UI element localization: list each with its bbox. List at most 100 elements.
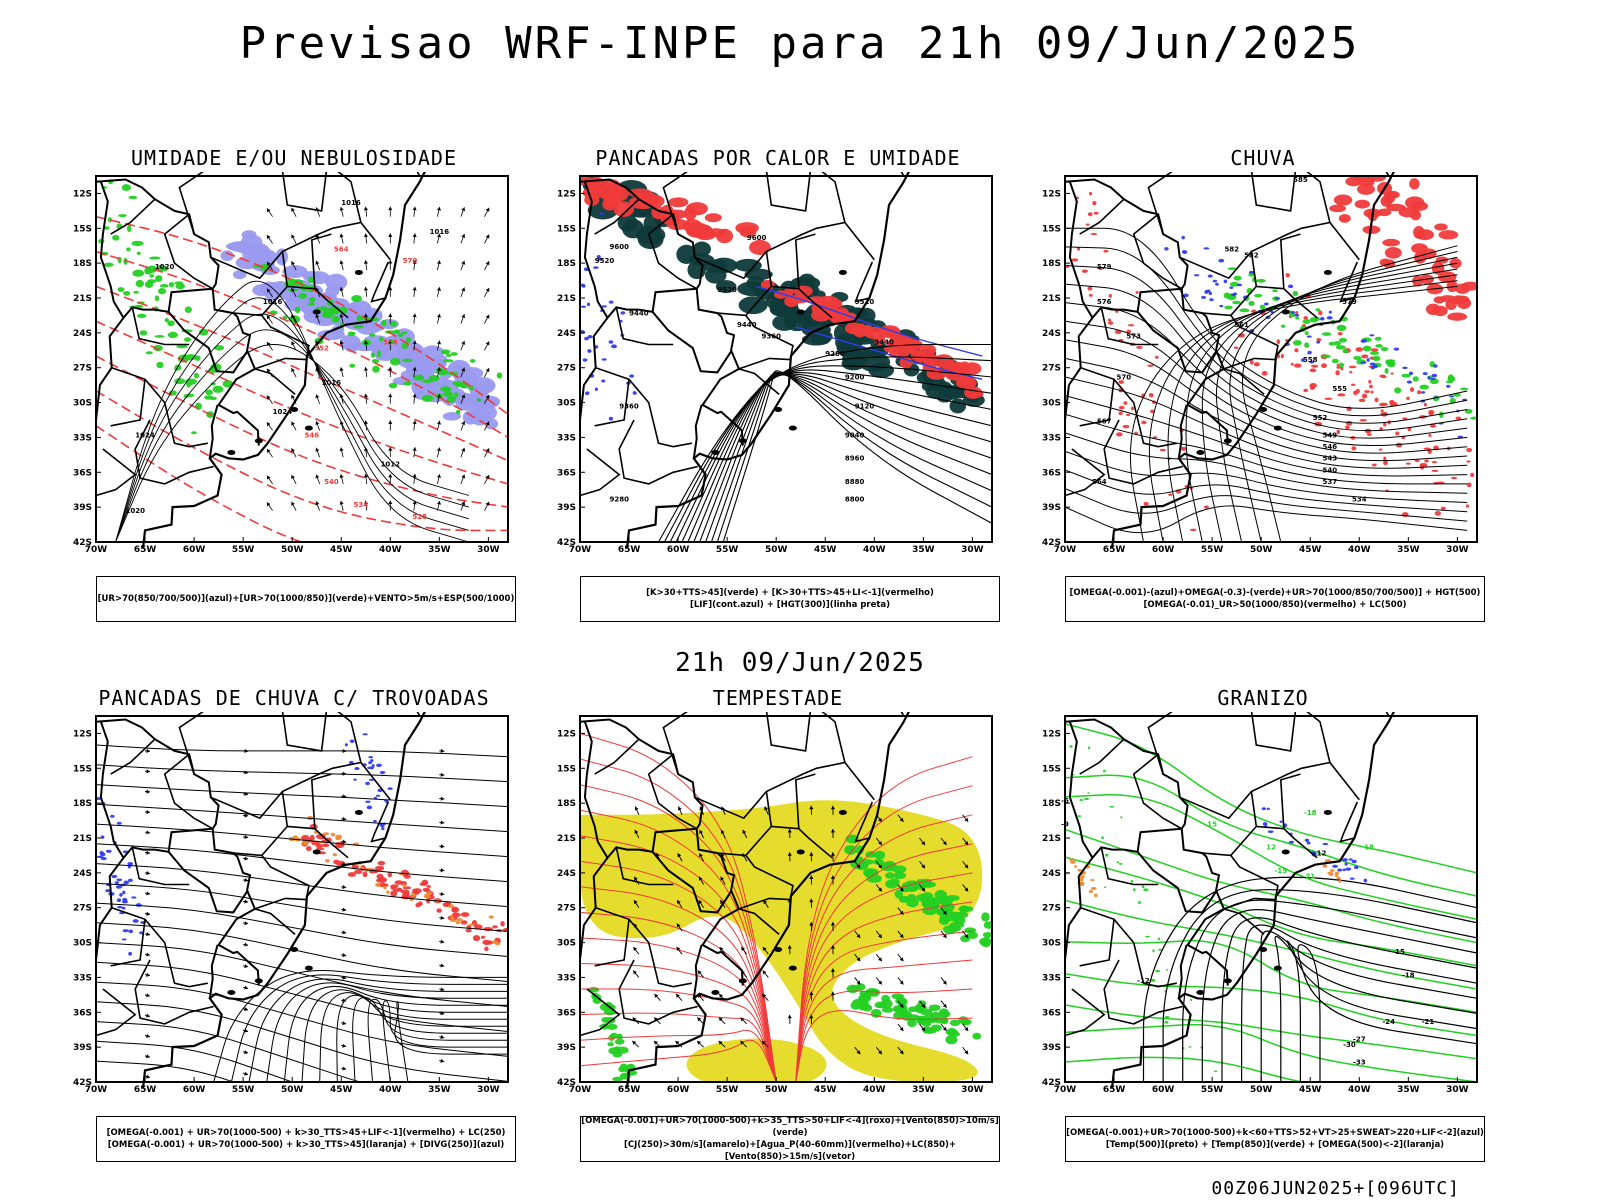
wind-vector-head bbox=[146, 789, 151, 794]
wind-vector-head bbox=[485, 234, 490, 239]
lake bbox=[788, 965, 797, 971]
wind-vector-head bbox=[878, 1050, 882, 1055]
map-frame bbox=[1064, 175, 1478, 543]
streamline-850 bbox=[580, 809, 777, 1082]
state-border bbox=[595, 366, 692, 448]
wind-vector-head bbox=[440, 844, 445, 849]
legend-line-2: [OMEGA(-0.01)_UR>50(1000/850)(vermelho) … bbox=[1143, 600, 1407, 610]
state-border bbox=[579, 448, 621, 497]
wind-vector-head bbox=[436, 313, 441, 318]
omega-blue-area bbox=[1207, 274, 1213, 278]
rain-red-area bbox=[1150, 409, 1155, 414]
divergence-blue-area bbox=[370, 759, 374, 763]
omega-blue-area bbox=[1319, 317, 1325, 321]
map-layer bbox=[96, 179, 508, 542]
wind-vector-head bbox=[388, 420, 393, 424]
thunderstorm-orange-area bbox=[383, 886, 387, 890]
thickness-contour bbox=[96, 215, 508, 415]
wind-vector-head bbox=[244, 899, 249, 904]
thunderstorm-red-area bbox=[421, 879, 429, 886]
hail-blue-area bbox=[1363, 878, 1368, 883]
wind-vector-head bbox=[485, 475, 490, 480]
wind-green-area bbox=[959, 905, 969, 914]
lat-tick-label: 33S bbox=[1042, 973, 1061, 983]
streamline bbox=[266, 982, 508, 1082]
wind-vector-head bbox=[339, 500, 344, 505]
divergence-blue-area bbox=[100, 835, 105, 839]
hail-blue-area bbox=[1349, 877, 1355, 880]
rain-red-area bbox=[1280, 353, 1284, 359]
streamline bbox=[1065, 246, 1468, 417]
omega-green-area bbox=[1304, 331, 1309, 335]
wind-vector-head bbox=[146, 932, 150, 937]
wind-green-area bbox=[949, 1019, 961, 1027]
lifted-index-contour bbox=[795, 326, 983, 380]
wind-green-area bbox=[920, 1008, 933, 1016]
wind-green-area bbox=[859, 998, 869, 1008]
omega-green-area bbox=[1385, 359, 1395, 366]
lon-tick-label: 40W bbox=[863, 545, 886, 555]
rain-red-area bbox=[1303, 316, 1308, 320]
lifted-index-contour bbox=[629, 374, 635, 378]
thunderstorm-orange-area bbox=[411, 892, 416, 898]
wind-vector-head bbox=[719, 947, 724, 951]
wind-vector-head bbox=[809, 898, 814, 903]
state-border bbox=[821, 172, 905, 223]
map-base bbox=[1064, 172, 1395, 548]
rain-red-area bbox=[1290, 362, 1294, 366]
divergence-blue-area bbox=[365, 781, 370, 786]
contour-label: -30 bbox=[1343, 1041, 1356, 1049]
wind-vector-head bbox=[315, 314, 320, 319]
temp-850-contour bbox=[1065, 723, 1477, 874]
rain-red-area bbox=[1432, 305, 1448, 317]
wind-vector-head bbox=[461, 234, 466, 238]
humidity-green-area bbox=[193, 372, 199, 379]
lat-tick-label: 36S bbox=[73, 468, 92, 478]
rain-red-area bbox=[1107, 318, 1112, 322]
wind-vector-head bbox=[291, 314, 295, 319]
divergence-blue-area bbox=[123, 880, 129, 885]
humidity-green-area bbox=[131, 240, 144, 247]
wind-vector-head bbox=[878, 934, 882, 939]
rain-red-area bbox=[1309, 383, 1317, 389]
lifted-index-contour bbox=[586, 302, 591, 307]
country-border bbox=[1177, 944, 1188, 999]
rain-red-area bbox=[1065, 265, 1070, 268]
wind-vector-head bbox=[244, 834, 249, 840]
contour-label: 534 bbox=[1352, 495, 1367, 503]
temp-850-contour bbox=[1189, 998, 1193, 1002]
wind-vector-head bbox=[436, 287, 441, 291]
rain-red-area bbox=[1466, 447, 1473, 453]
lat-tick-label: 18S bbox=[557, 799, 576, 809]
height-contour bbox=[1241, 245, 1458, 542]
lon-tick-label: 55W bbox=[716, 545, 739, 555]
wind-vector-head bbox=[266, 288, 271, 293]
wind-vector-head bbox=[388, 447, 393, 451]
omega-blue-area bbox=[1369, 334, 1375, 337]
omega-blue-area bbox=[1372, 364, 1378, 369]
wind-vector-head bbox=[762, 947, 767, 951]
state-border bbox=[717, 285, 833, 319]
wind-vector-head bbox=[697, 1017, 702, 1022]
thunderstorm-red-area bbox=[393, 888, 403, 892]
wind-vector-head bbox=[787, 829, 792, 833]
height-contour bbox=[710, 372, 992, 542]
wind-vector-head bbox=[342, 930, 347, 935]
lake bbox=[774, 407, 783, 413]
humidity-green-area bbox=[384, 330, 397, 335]
rain-red-area bbox=[1154, 355, 1159, 359]
streamline-850 bbox=[795, 785, 973, 1082]
streamline bbox=[1065, 357, 1468, 462]
humidity-green-area bbox=[441, 349, 451, 355]
thunderstorm-orange-area bbox=[335, 834, 343, 839]
lat-tick-label: 42S bbox=[73, 538, 92, 548]
lon-tick-label: 65W bbox=[134, 1085, 157, 1095]
hail-blue-area bbox=[1353, 865, 1359, 870]
country-border bbox=[1136, 851, 1217, 914]
wind-vector-head bbox=[787, 1014, 792, 1019]
wind-vector-head bbox=[964, 817, 969, 822]
rain-red-area bbox=[1455, 295, 1469, 303]
rain-red-area bbox=[1354, 199, 1371, 209]
hail-blue-area bbox=[1261, 807, 1267, 811]
country-border bbox=[583, 181, 697, 320]
